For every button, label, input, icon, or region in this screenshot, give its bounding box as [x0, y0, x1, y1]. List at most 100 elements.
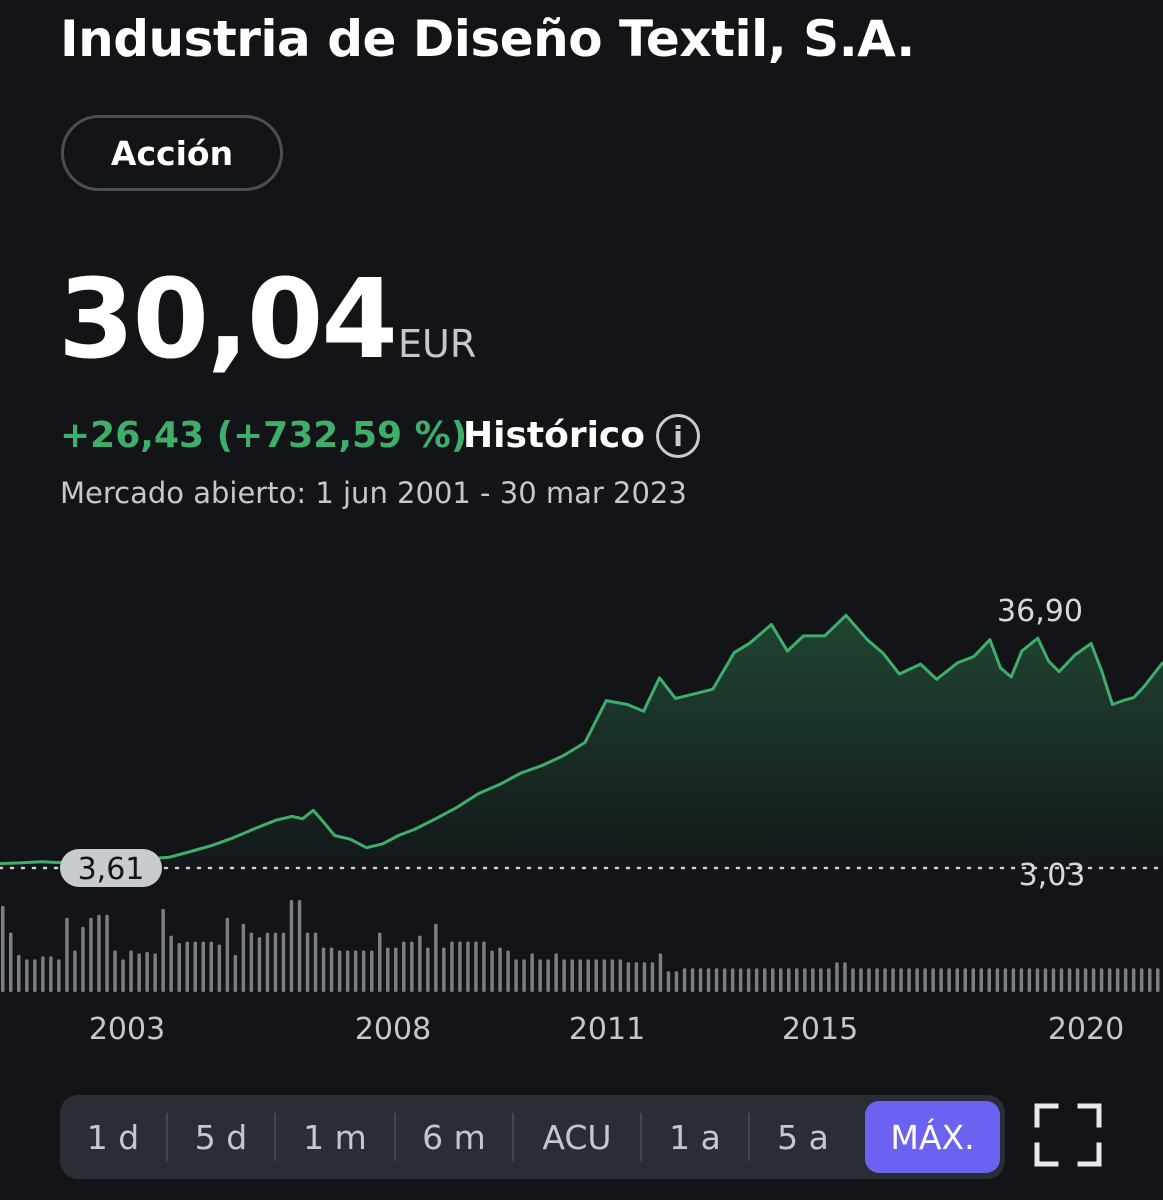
volume-bar: [1059, 968, 1064, 992]
volume-bar: [867, 968, 871, 992]
range-5d[interactable]: 5 d: [194, 1117, 248, 1157]
volume-bar: [1051, 968, 1056, 992]
volume-bar: [273, 932, 278, 992]
range-separator: [394, 1113, 396, 1161]
volume-bar: [618, 959, 623, 992]
volume-bar: [265, 932, 270, 992]
current-price: 30,04: [58, 255, 398, 383]
volume-bar: [738, 968, 743, 992]
volume-bar: [329, 947, 334, 992]
volume-bar: [161, 908, 165, 992]
volume-bar: [642, 962, 647, 992]
x-tick-label: 2008: [355, 1012, 431, 1047]
volume-bar: [851, 968, 855, 992]
range-ytd[interactable]: ACU: [542, 1117, 612, 1157]
volume-bar: [410, 941, 414, 992]
volume-bar: [89, 917, 93, 992]
range-1d[interactable]: 1 d: [86, 1117, 140, 1157]
volume-bar: [971, 968, 975, 992]
volume-bar: [313, 932, 318, 992]
security-type-chip[interactable]: Acción: [61, 115, 283, 191]
volume-bar: [361, 950, 366, 992]
volume-bar: [554, 953, 558, 992]
volume-bar: [827, 968, 831, 992]
volume-bar: [722, 968, 727, 992]
volume-bar: [907, 968, 911, 992]
volume-bar: [442, 947, 446, 992]
volume-bar: [209, 941, 213, 992]
volume-bar: [386, 947, 390, 992]
volume-bar: [1003, 968, 1008, 992]
volume-bar: [578, 959, 582, 992]
volume-bar: [458, 941, 462, 992]
volume-bar: [113, 950, 117, 992]
volume-bar: [345, 950, 350, 992]
volume-bar: [353, 950, 358, 992]
volume-bar: [466, 941, 470, 992]
volume-bar: [795, 968, 799, 992]
volume-bar: [145, 951, 149, 992]
volume-bar: [57, 959, 61, 992]
volume-bar: [546, 959, 550, 992]
volume-bar: [321, 947, 326, 992]
info-icon[interactable]: i: [656, 414, 700, 458]
volume-bar: [450, 941, 454, 992]
volume-bar: [674, 971, 679, 992]
volume-bar: [819, 968, 823, 992]
volume-bar: [931, 968, 935, 992]
volume-bar: [530, 953, 534, 992]
volume-bar: [666, 971, 671, 992]
volume-bar: [522, 959, 526, 992]
volume-bar: [17, 954, 21, 992]
x-axis-ticks: 2003 2008 2011 2015 2020: [89, 1012, 1124, 1047]
volume-bar: [634, 962, 639, 992]
volume-bar: [682, 968, 687, 992]
range-6m[interactable]: 6 m: [422, 1117, 486, 1157]
volume-bar: [370, 950, 374, 992]
x-tick-label: 2011: [569, 1012, 645, 1047]
volume-bar: [650, 962, 655, 992]
volume-bar: [947, 968, 951, 992]
volume-bar: [714, 968, 719, 992]
volume-bar: [434, 923, 438, 992]
volume-bar: [514, 959, 518, 992]
range-max[interactable]: MÁX.: [865, 1101, 1000, 1173]
max-label: 36,90: [997, 594, 1083, 629]
volume-bar: [955, 968, 959, 992]
range-5y[interactable]: 5 a: [777, 1117, 829, 1157]
volume-bar: [899, 968, 903, 992]
range-separator: [274, 1113, 276, 1161]
volume-bar: [129, 950, 133, 992]
range-separator: [748, 1113, 750, 1161]
volume-bar: [883, 968, 887, 992]
price-line: [0, 613, 1163, 866]
volume-bar: [787, 968, 791, 992]
volume-bar: [610, 959, 615, 992]
range-separator: [640, 1113, 642, 1161]
volume-bar: [305, 932, 310, 992]
volume-bar: [979, 968, 983, 992]
volume-bar: [185, 941, 189, 992]
volume-bar: [402, 941, 406, 992]
volume-bar: [49, 956, 53, 992]
volume-bar: [1099, 968, 1104, 992]
range-separator: [512, 1113, 514, 1161]
volume-bar: [297, 900, 302, 992]
volume-bar: [987, 968, 991, 992]
range-1y[interactable]: 1 a: [669, 1117, 721, 1157]
volume-bar: [506, 950, 510, 992]
volume-bar: [9, 932, 13, 992]
volume-bar: [626, 962, 631, 992]
volume-bar: [835, 962, 839, 992]
period-label: Histórico: [463, 415, 646, 456]
volume-bar: [538, 959, 542, 992]
volume-bar: [939, 968, 943, 992]
volume-bar: [121, 959, 125, 992]
volume-bar: [1019, 968, 1024, 992]
fullscreen-icon[interactable]: [1034, 1103, 1102, 1167]
volume-bar: [602, 959, 607, 992]
range-1m[interactable]: 1 m: [303, 1117, 367, 1157]
price-chart[interactable]: 3,61 36,90 3,03 2003 2008 2011 2015 2020: [0, 0, 1163, 1070]
volume-bar: [233, 954, 238, 992]
x-tick-label: 2015: [782, 1012, 858, 1047]
